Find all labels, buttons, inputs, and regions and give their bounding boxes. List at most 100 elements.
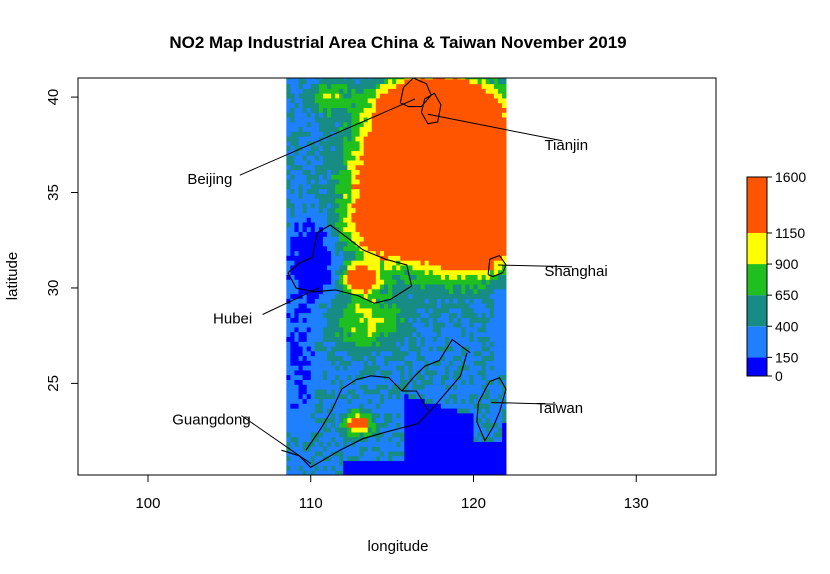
no2-cell bbox=[347, 136, 352, 142]
no2-cell bbox=[379, 288, 389, 295]
no2-cell bbox=[290, 222, 295, 228]
no2-cell bbox=[331, 451, 344, 457]
no2-cell bbox=[286, 198, 291, 204]
no2-cell bbox=[501, 436, 507, 442]
no2-cell bbox=[343, 379, 352, 385]
no2-cell bbox=[420, 346, 430, 352]
no2-cell bbox=[290, 293, 304, 299]
no2-cell bbox=[290, 188, 295, 194]
no2-cell bbox=[428, 365, 446, 371]
no2-cell bbox=[420, 336, 426, 342]
no2-cell bbox=[314, 179, 320, 185]
no2-cell bbox=[355, 265, 369, 271]
no2-cell bbox=[286, 389, 299, 395]
no2-cell bbox=[343, 365, 348, 371]
no2-cell bbox=[302, 207, 308, 213]
no2-cell bbox=[379, 350, 393, 357]
no2-cell bbox=[286, 360, 291, 366]
no2-cell bbox=[392, 265, 397, 271]
no2-cell bbox=[286, 427, 324, 433]
no2-cell bbox=[347, 121, 352, 128]
no2-cell bbox=[379, 284, 385, 290]
no2-cell bbox=[485, 78, 491, 85]
no2-cell bbox=[445, 379, 462, 385]
no2-cell bbox=[286, 460, 312, 466]
no2-cell bbox=[322, 93, 332, 99]
no2-cell bbox=[383, 265, 393, 271]
no2-cell bbox=[375, 384, 389, 390]
no2-cell bbox=[501, 389, 507, 395]
no2-cell bbox=[335, 121, 340, 128]
no2-cell bbox=[489, 279, 507, 285]
no2-cell bbox=[420, 370, 426, 376]
no2-cell bbox=[339, 432, 348, 438]
no2-cell bbox=[363, 451, 381, 457]
no2-cell bbox=[290, 346, 304, 352]
no2-cell bbox=[367, 117, 373, 123]
no2-cell bbox=[485, 365, 491, 371]
no2-cell bbox=[396, 322, 413, 328]
no2-cell bbox=[367, 417, 373, 423]
no2-cell bbox=[286, 102, 295, 108]
no2-cell bbox=[355, 379, 401, 385]
x-tick-label: 100 bbox=[135, 495, 160, 512]
no2-cell bbox=[363, 88, 377, 94]
no2-cell bbox=[298, 150, 308, 156]
no2-cell bbox=[298, 303, 308, 309]
no2-cell bbox=[294, 226, 299, 233]
no2-cell bbox=[322, 131, 332, 137]
no2-cell bbox=[335, 198, 352, 204]
no2-cell bbox=[306, 298, 316, 304]
no2-cell bbox=[322, 174, 328, 180]
no2-cell bbox=[493, 83, 507, 89]
no2-cell bbox=[408, 374, 413, 380]
no2-cell bbox=[322, 336, 344, 342]
no2-cell bbox=[412, 317, 417, 323]
no2-cell bbox=[286, 169, 291, 175]
no2-cell bbox=[432, 322, 446, 328]
no2-cell bbox=[436, 303, 442, 309]
no2-cell bbox=[432, 346, 438, 352]
no2-cell bbox=[440, 298, 446, 304]
no2-cell bbox=[383, 451, 389, 457]
no2-cell bbox=[371, 112, 503, 118]
no2-cell bbox=[331, 226, 340, 233]
no2-cell bbox=[318, 136, 324, 142]
no2-cell bbox=[383, 432, 393, 438]
no2-cell bbox=[375, 355, 385, 361]
no2-cell bbox=[412, 370, 417, 376]
no2-cell bbox=[367, 131, 507, 137]
no2-cell bbox=[469, 374, 474, 380]
no2-cell bbox=[497, 78, 507, 80]
no2-cell bbox=[351, 88, 356, 94]
no2-cell bbox=[363, 78, 369, 80]
no2-cell bbox=[489, 393, 499, 400]
no2-cell bbox=[375, 436, 381, 442]
no2-cell bbox=[493, 307, 507, 314]
no2-cell bbox=[335, 403, 360, 409]
no2-cell bbox=[424, 355, 442, 361]
no2-cell bbox=[396, 412, 401, 419]
no2-cell bbox=[371, 446, 381, 452]
no2-cell bbox=[465, 350, 474, 357]
no2-cell bbox=[351, 408, 360, 414]
no2-cell bbox=[286, 245, 291, 252]
no2-cell bbox=[408, 379, 413, 385]
no2-cell bbox=[375, 370, 381, 376]
no2-cell bbox=[408, 346, 421, 352]
no2-cell bbox=[351, 393, 360, 400]
no2-cell bbox=[355, 241, 360, 247]
no2-cell bbox=[286, 327, 295, 333]
no2-cell bbox=[286, 164, 291, 171]
no2-cell bbox=[290, 212, 295, 218]
no2-cell bbox=[489, 317, 507, 323]
no2-cell bbox=[335, 341, 356, 347]
no2-cell bbox=[318, 83, 328, 89]
no2-cell bbox=[310, 183, 336, 190]
no2-cell bbox=[318, 102, 352, 108]
fujian-border bbox=[401, 338, 471, 392]
no2-cell bbox=[339, 412, 348, 419]
no2-cell bbox=[290, 317, 299, 323]
no2-cell bbox=[392, 350, 409, 357]
no2-cell bbox=[322, 312, 344, 318]
